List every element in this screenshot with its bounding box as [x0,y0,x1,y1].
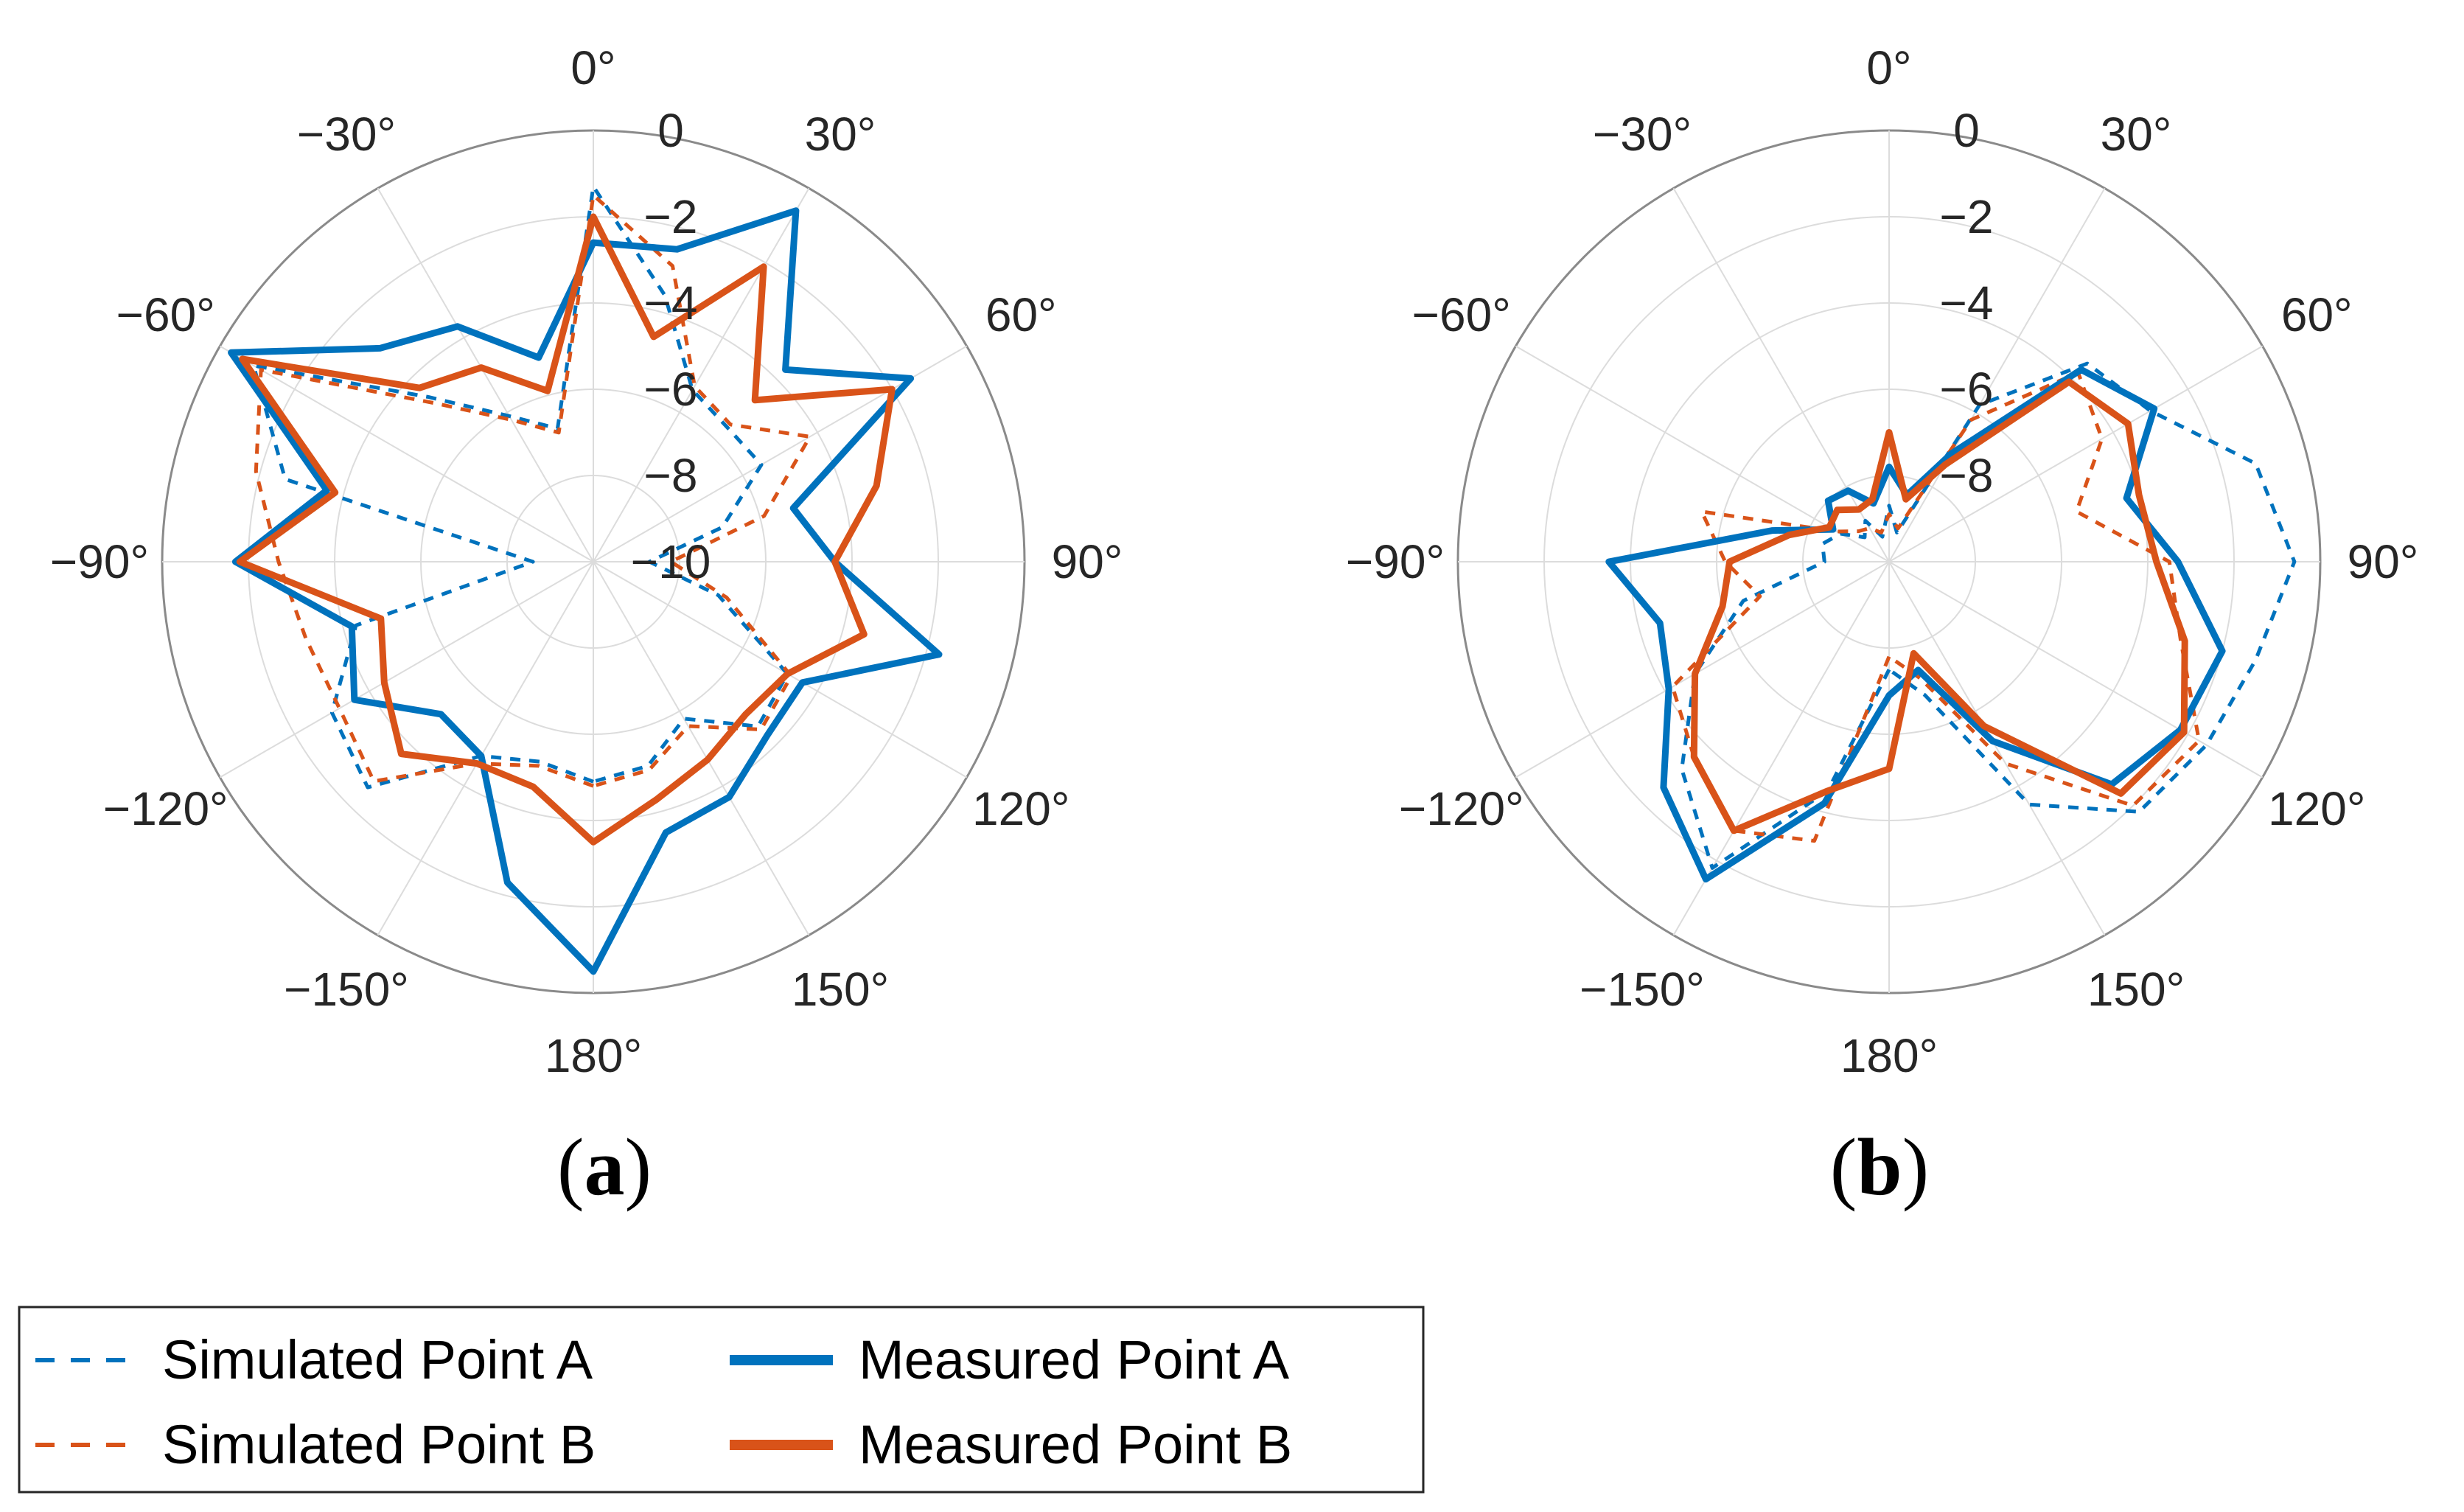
grid-spoke-a [377,187,594,562]
grid-spoke-a [593,561,968,778]
grid-spoke-b [1888,561,2106,936]
panel-label-a-close: ) [625,1122,652,1212]
panel-label-b-close: ) [1902,1122,1930,1212]
radial-tick-label-a: −10 [631,535,711,588]
legend-label-measured-a: Measured Point A [859,1329,1290,1390]
grid-spoke-b [1515,561,1890,778]
series-line-b-simulated-point-a [1680,361,2297,870]
panel-label-b-open: ( [1830,1122,1857,1212]
series-line-a-simulated-point-b [254,193,812,788]
radial-tick-label-a: 0 [657,104,684,157]
radial-tick-label-b: 0 [1953,104,1980,157]
angle-tick-label-b: −90° [1346,535,1445,588]
series-line-a-measured-point-a [228,207,943,975]
angle-tick-label-b: −60° [1412,288,1511,341]
angle-tick-label-b: −120° [1399,782,1524,835]
angle-tick-label-a: 150° [792,963,889,1016]
series-line-a-measured-point-b [236,213,896,846]
series-line-b-simulated-point-b [1670,371,2201,843]
radial-tick-label-b: −4 [1940,276,1994,330]
angle-tick-label-b: 90° [2348,535,2419,588]
grid-spoke-a [219,345,594,562]
panel-label-a-letter: a [584,1122,625,1212]
angle-tick-label-b: −150° [1580,963,1705,1016]
angle-tick-label-b: 0° [1866,41,1911,94]
angle-tick-label-b: 60° [2281,288,2353,341]
series-line-a-simulated-point-a [251,184,789,790]
grid-spoke-b [1888,561,2264,778]
angle-tick-label-a: −150° [284,963,409,1016]
grid-spoke-b [1888,187,2106,562]
panel-label-b: (b) [1830,1122,1929,1212]
grid-spoke-a [377,561,594,936]
radial-tick-label-a: −2 [644,190,698,243]
angle-tick-label-a: 180° [545,1029,642,1082]
grid-spoke-a [593,187,810,562]
grid-spoke-b [1672,187,1890,562]
angle-tick-label-b: 30° [2101,108,2172,161]
angle-tick-label-b: 120° [2268,782,2365,835]
series-line-b-measured-point-a [1605,366,2226,883]
svg-text:(b): (b) [1830,1122,1929,1212]
panel-label-a-open: ( [557,1122,584,1212]
panel-label-b-letter: b [1857,1122,1902,1212]
legend-label-simulated-b: Simulated Point B [162,1414,596,1475]
angle-tick-label-a: −120° [103,782,228,835]
panel-label-a: (a) [557,1122,652,1212]
angle-tick-label-a: 120° [972,782,1069,835]
angle-tick-label-b: 150° [2087,963,2185,1016]
legend-label-simulated-a: Simulated Point A [162,1329,593,1390]
angle-tick-label-a: −60° [116,288,215,341]
radial-tick-label-a: −6 [644,363,698,416]
angle-tick-label-b: −30° [1593,108,1692,161]
polar-panel-a: 0 −2 −4 −6 −8 −10 0° 30° 60° 90° 120° 150° 180° −150°… [50,41,1123,1082]
svg-text:(a): (a) [557,1122,652,1212]
radial-tick-label-a: −8 [644,449,698,502]
series-line-b-measured-point-b [1690,378,2188,835]
legend-box [18,1306,1425,1494]
radial-tick-label-b: −6 [1940,363,1994,416]
legend: Simulated Point A Measured Point A Simul… [18,1306,1425,1494]
radial-tick-label-b: −8 [1940,449,1994,502]
angle-tick-label-a: 0° [570,41,615,94]
angle-tick-label-a: −90° [50,535,149,588]
angle-tick-label-a: 60° [985,288,1057,341]
grid-spoke-a [219,561,594,778]
angle-tick-label-a: 30° [805,108,876,161]
angle-tick-label-a: −30° [297,108,396,161]
angle-tick-label-b: 180° [1840,1029,1938,1082]
radial-tick-label-b: −2 [1940,190,1994,243]
polar-panel-b: 0 −2 −4 −6 −8 0° 30° 60° 90° 120° 150° 180° −150° −12… [1346,41,2418,1082]
radial-tick-label-a: −4 [644,276,698,330]
grid-spoke-b [1888,345,2264,562]
legend-label-measured-b: Measured Point B [859,1414,1292,1475]
grid-spoke-a [593,561,810,936]
angle-tick-label-a: 90° [1052,535,1123,588]
